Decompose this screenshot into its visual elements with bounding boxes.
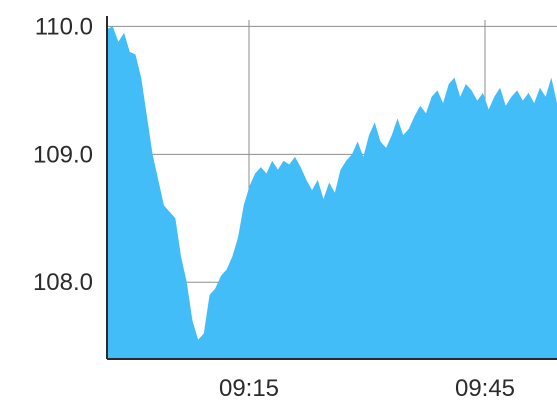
price-area — [107, 26, 557, 360]
area-layer — [107, 26, 557, 360]
axis-layer — [106, 16, 557, 360]
x-tick-label: 09:15 — [219, 375, 279, 401]
y-tick-label: 110.0 — [35, 13, 93, 40]
x-tick-label: 09:45 — [455, 375, 515, 401]
label-layer: 110.0 109.0 108.0 09:15 09:45 — [33, 13, 515, 402]
y-tick-label: 109.0 — [33, 141, 93, 168]
y-tick-label: 108.0 — [33, 269, 93, 296]
